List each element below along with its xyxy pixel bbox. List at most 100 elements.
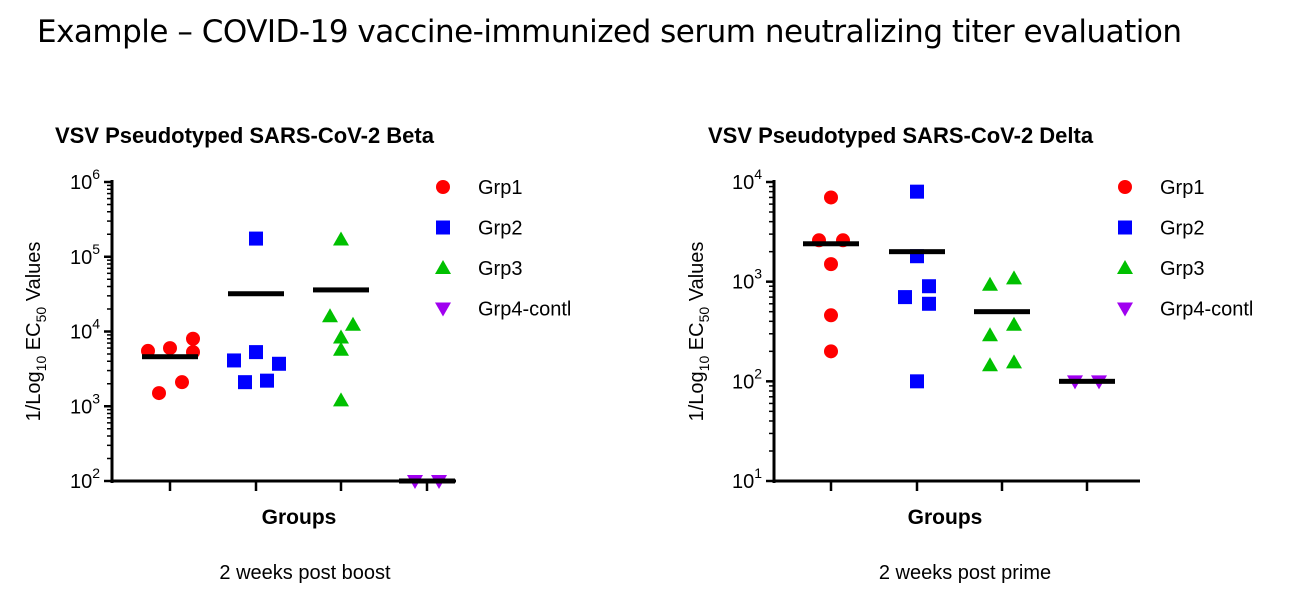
legend-label: Grp3	[1160, 258, 1204, 280]
data-point	[175, 375, 189, 390]
data-point	[1006, 316, 1022, 331]
y-tick-exponent: 1	[754, 465, 762, 481]
chart-1: VSV Pseudotyped SARS-CoV-2 Beta102103104…	[23, 123, 571, 584]
y-tick-base: 10	[732, 471, 754, 493]
x-axis-label: Groups	[262, 506, 337, 529]
y-tick-exponent: 4	[754, 166, 762, 182]
y-tick-label: 103	[70, 390, 100, 418]
chart-title: VSV Pseudotyped SARS-CoV-2 Beta	[55, 123, 435, 148]
legend-marker	[435, 302, 451, 317]
x-axis-label: Groups	[908, 506, 983, 529]
y-tick-label: 104	[732, 166, 762, 194]
y-label-part: Values	[23, 242, 45, 307]
chart-caption: 2 weeks post prime	[879, 562, 1051, 584]
legend-marker	[436, 180, 450, 194]
y-tick-label: 102	[70, 465, 100, 493]
summary-line	[142, 354, 198, 360]
data-point	[982, 327, 998, 342]
summary-line	[974, 309, 1030, 315]
y-tick-label: 103	[732, 266, 762, 294]
legend-label: Grp4-contl	[478, 299, 571, 321]
legend-marker	[1117, 260, 1133, 274]
y-label-part: 1/Log	[686, 371, 708, 421]
y-tick-base: 10	[70, 471, 92, 493]
y-tick-exponent: 4	[92, 316, 100, 332]
y-tick-exponent: 5	[92, 241, 100, 257]
y-axis-label: 1/Log10 EC50 Values	[686, 242, 712, 422]
series-Grp2	[889, 184, 945, 389]
data-point	[922, 296, 936, 311]
y-tick-base: 10	[70, 396, 92, 418]
data-point	[186, 331, 200, 346]
summary-line	[1059, 378, 1115, 384]
legend-label: Grp2	[478, 218, 522, 240]
y-label-part: Values	[686, 242, 708, 307]
data-point	[152, 386, 166, 401]
data-point	[982, 276, 998, 291]
legend-marker	[436, 220, 450, 235]
summary-line	[889, 249, 945, 255]
series-Grp2	[227, 231, 286, 390]
legend-label: Grp1	[478, 177, 522, 199]
legend-marker	[1118, 180, 1132, 194]
summary-line	[228, 291, 284, 297]
series-Grp3	[974, 270, 1030, 372]
data-point	[824, 344, 838, 359]
data-point	[249, 231, 263, 246]
data-point	[982, 357, 998, 372]
y-label-subscript: 50	[696, 307, 712, 323]
y-label-part: EC	[23, 322, 45, 355]
data-point	[249, 345, 263, 360]
chart-caption: 2 weeks post boost	[219, 562, 391, 584]
summary-line	[399, 478, 455, 484]
y-label-part: 1/Log	[23, 371, 45, 421]
y-tick-label: 106	[70, 166, 100, 194]
data-point	[824, 308, 838, 323]
y-label-part: EC	[686, 322, 708, 355]
data-point	[824, 257, 838, 272]
y-tick-label: 102	[732, 365, 762, 393]
y-tick-base: 10	[732, 371, 754, 393]
legend-marker	[1118, 220, 1132, 235]
y-label-subscript: 50	[33, 307, 49, 323]
y-tick-label: 105	[70, 241, 100, 269]
data-point	[1006, 354, 1022, 369]
series-Grp1	[141, 331, 200, 401]
legend-marker	[435, 260, 451, 274]
data-point	[333, 392, 349, 407]
summary-line	[313, 287, 369, 293]
series-Grp3	[313, 231, 369, 407]
data-point	[1006, 270, 1022, 285]
data-point	[333, 231, 349, 246]
data-point	[922, 279, 936, 294]
y-tick-base: 10	[70, 247, 92, 269]
data-point	[333, 341, 349, 356]
y-tick-base: 10	[732, 272, 754, 294]
legend-label: Grp3	[478, 258, 522, 280]
y-tick-base: 10	[70, 172, 92, 194]
data-point	[910, 374, 924, 389]
series-Grp4-contl	[1059, 375, 1115, 390]
data-point	[345, 316, 361, 331]
data-point	[238, 375, 252, 390]
data-point	[227, 353, 241, 368]
page-title: Example – COVID-19 vaccine-immunized ser…	[37, 14, 1182, 50]
y-tick-label: 104	[70, 316, 100, 344]
chart-title: VSV Pseudotyped SARS-CoV-2 Delta	[708, 123, 1094, 148]
y-tick-exponent: 6	[92, 166, 100, 182]
data-point	[272, 356, 286, 371]
legend-label: Grp2	[1160, 218, 1204, 240]
chart-2: VSV Pseudotyped SARS-CoV-2 Delta10110210…	[686, 123, 1253, 584]
series-Grp1	[803, 190, 859, 359]
y-tick-base: 10	[732, 172, 754, 194]
data-point	[910, 184, 924, 199]
data-point	[322, 308, 338, 323]
summary-line	[803, 241, 859, 247]
y-label-subscript: 10	[33, 356, 49, 372]
legend-label: Grp4-contl	[1160, 299, 1253, 321]
y-label-subscript: 10	[696, 356, 712, 372]
y-axis-label: 1/Log10 EC50 Values	[23, 242, 49, 422]
data-point	[260, 373, 274, 388]
y-tick-exponent: 2	[92, 465, 100, 481]
